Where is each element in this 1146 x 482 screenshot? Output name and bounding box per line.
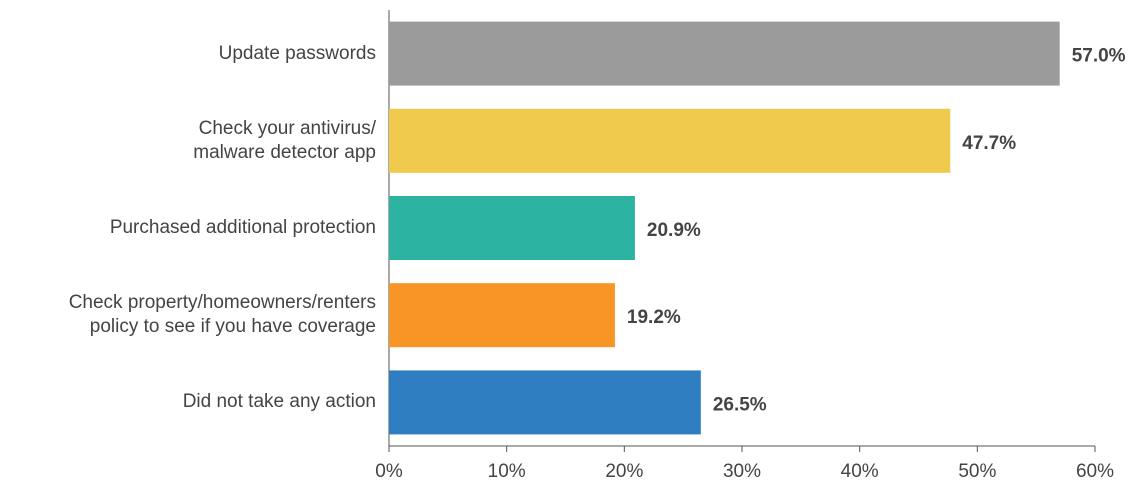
category-label: Update passwords: [218, 42, 376, 64]
x-tick-label: 50%: [958, 461, 996, 482]
bar: [389, 21, 1060, 86]
x-tick-label: 20%: [605, 461, 643, 482]
category-label: Check your antivirus/ malware detector a…: [193, 117, 376, 163]
bar: [389, 196, 635, 260]
value-label: 19.2%: [627, 307, 681, 328]
category-label: Purchased additional protection: [109, 217, 376, 238]
category-label: Did not take any action: [182, 391, 376, 413]
x-tick-label: 40%: [841, 461, 879, 482]
value-label: 47.7%: [962, 133, 1016, 154]
value-label: 20.9%: [647, 220, 701, 241]
x-tick-label: 60%: [1076, 461, 1114, 482]
x-tick-label: 10%: [488, 461, 526, 482]
bar: [389, 108, 951, 173]
value-label: 26.5%: [713, 394, 767, 415]
x-tick-label: 30%: [723, 461, 761, 482]
category-label: Check property/homeowners/renters policy…: [68, 292, 376, 338]
value-label: 57.0%: [1072, 46, 1126, 67]
x-tick-label: 0%: [375, 461, 403, 482]
bar: [389, 283, 615, 348]
bar: [389, 370, 701, 435]
